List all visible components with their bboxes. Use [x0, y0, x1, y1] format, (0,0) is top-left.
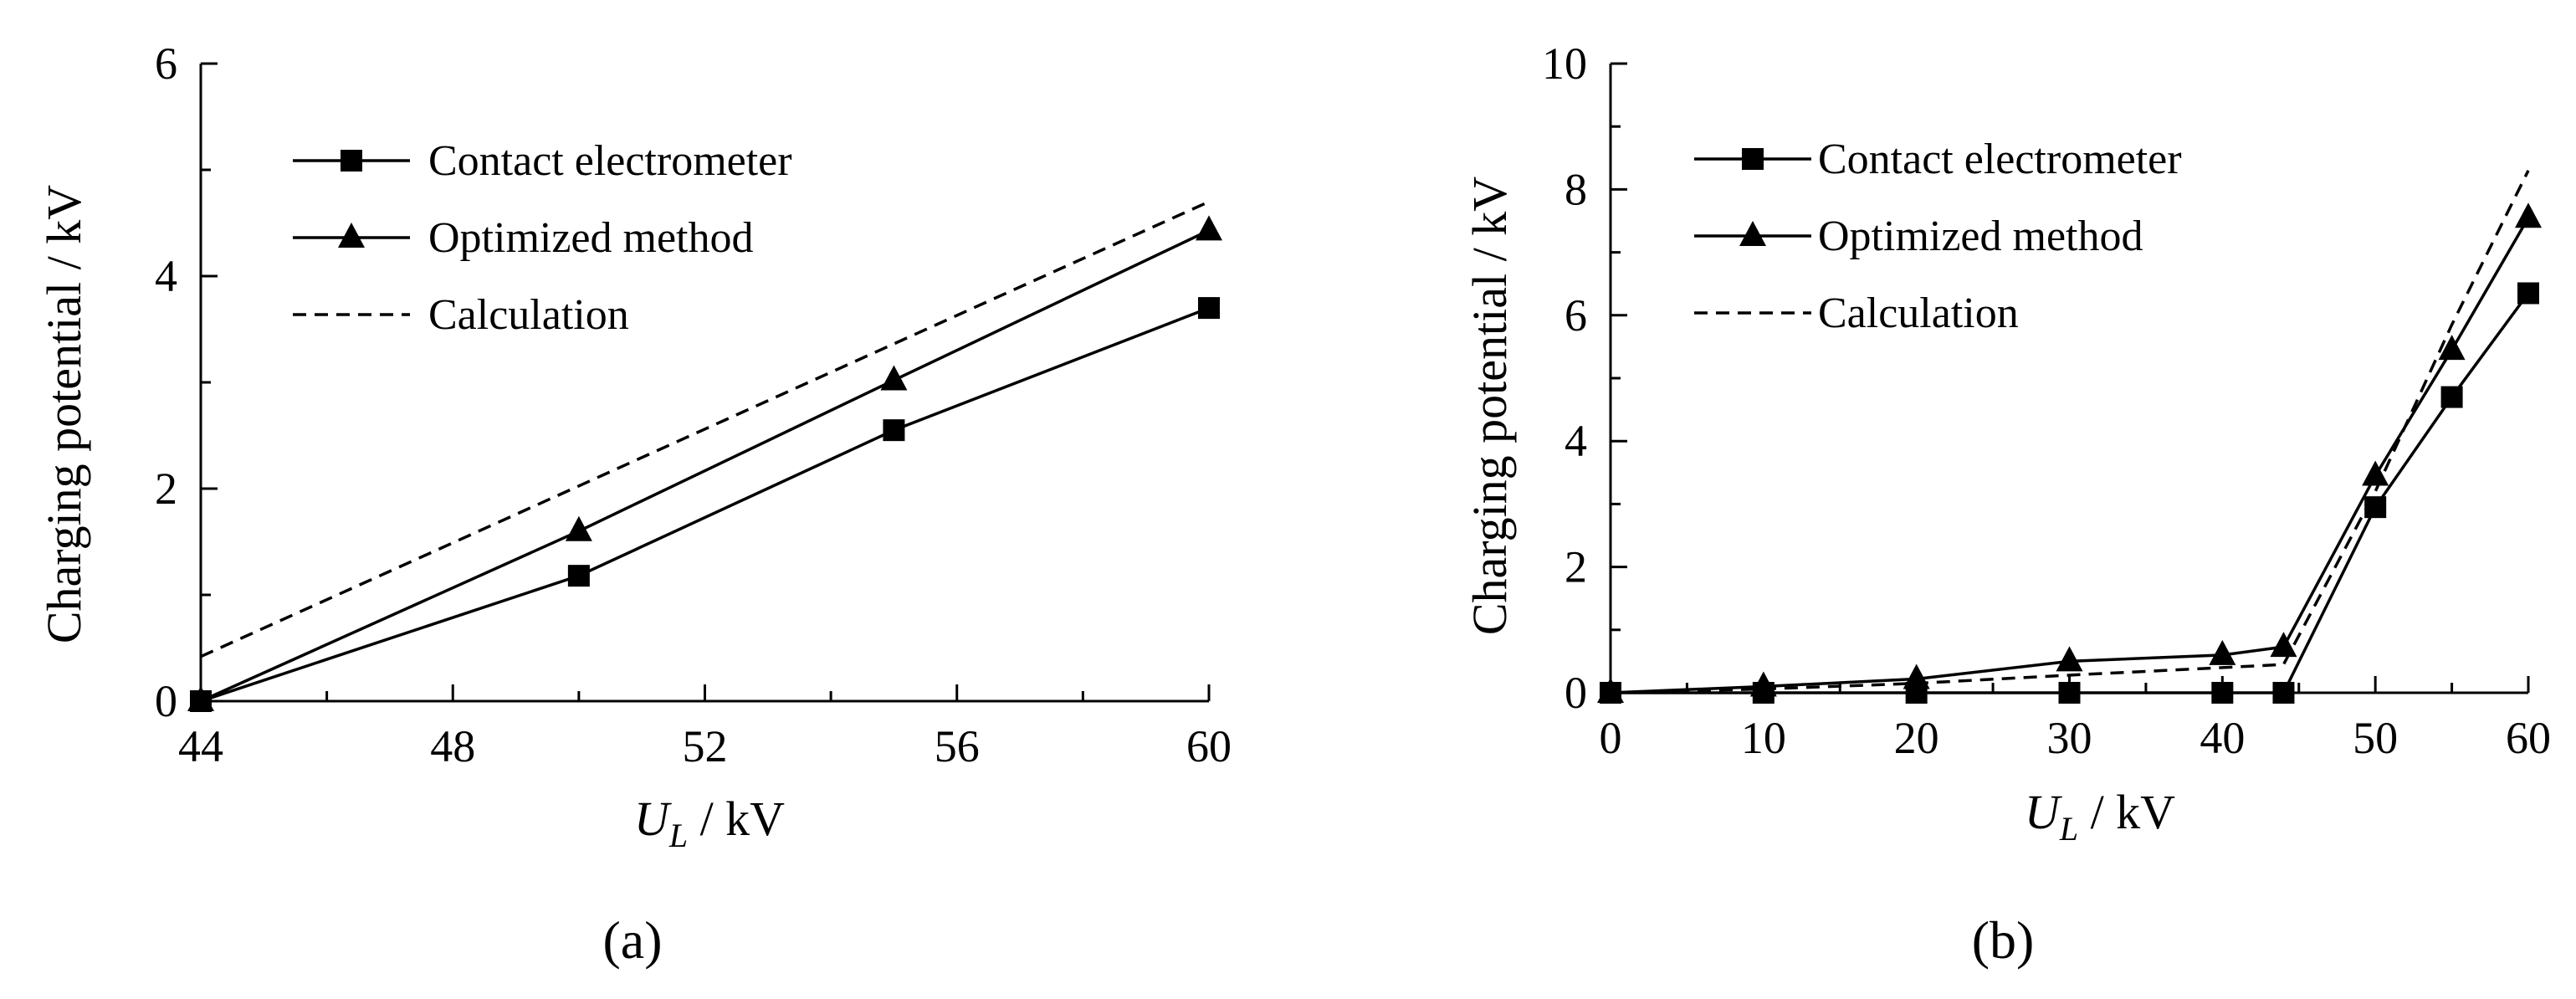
panel-label-a: (a): [602, 910, 662, 970]
y-axis-label-a: Charging potential / kV: [37, 185, 91, 643]
data-point-optimized-method-b-3: [2056, 646, 2083, 672]
chart-panel-a: 44 48 52 56 60 0 2 4 6 Contact electrometer Optim…: [37, 38, 1232, 970]
x-axis-label-unit-a: / kV: [688, 792, 785, 846]
y-tick-label-b-4: 4: [1565, 416, 1587, 466]
y-tick-label-b-10: 10: [1542, 38, 1587, 89]
data-point-contact-electrometer-a-3: [1198, 297, 1220, 320]
x-tick-label-a-44: 44: [178, 721, 223, 771]
x-tick-label-b-10: 10: [1741, 713, 1786, 763]
legend-label-contact-electrometer-b: Contact electrometer: [1818, 136, 2182, 183]
y-tick-label-a-6: 6: [155, 38, 177, 89]
x-tick-label-a-56: 56: [935, 721, 980, 771]
ticks-a: 44 48 52 56 60 0 2 4 6: [155, 38, 1232, 771]
legend-label-optimized-method-b: Optimized method: [1818, 213, 2143, 260]
panel-label-b: (b): [1972, 910, 2035, 970]
data-point-contact-electrometer-b-4: [2211, 682, 2234, 704]
legend-label-calculation-a: Calculation: [428, 291, 629, 339]
x-axis-label-main-b: U: [2025, 785, 2063, 839]
series-line-contact-electrometer-a: [200, 306, 1210, 703]
data-point-optimized-method-b-7: [2438, 335, 2466, 361]
ticks-b: 0 10 20 30 40 50 60 0 2 4 6 8 10: [1542, 38, 2551, 763]
x-axis-label-a: UL / kV: [634, 792, 785, 854]
chart-panel-b: 0 10 20 30 40 50 60 0 2 4 6 8 10 Contact electromete…: [1462, 38, 2551, 970]
x-tick-label-b-60: 60: [2506, 713, 2551, 763]
y-tick-label-b-8: 8: [1565, 164, 1587, 214]
data-point-optimized-method-b-6: [2362, 460, 2389, 486]
series-line-calculation-a: [200, 200, 1210, 658]
legend-marker-optimized-method-a: [338, 223, 365, 248]
series-group-b: [1597, 170, 2542, 704]
data-point-optimized-method-b-5: [2270, 632, 2297, 658]
legend-label-calculation-b: Calculation: [1818, 289, 2019, 337]
data-point-optimized-method-a-2: [880, 365, 908, 391]
legend-a: Contact electrometer Optimized method Calc…: [293, 137, 792, 339]
series-line-contact-electrometer-b: [1611, 292, 2530, 694]
data-point-contact-electrometer-b-5: [2272, 682, 2295, 704]
x-axis-label-b: UL / kV: [2025, 785, 2175, 848]
data-point-optimized-method-b-1: [1749, 671, 1777, 697]
series-group-a: [187, 200, 1222, 712]
x-tick-label-b-30: 30: [2047, 713, 2092, 763]
y-tick-label-a-0: 0: [155, 676, 177, 726]
y-tick-label-a-2: 2: [155, 464, 177, 514]
legend-label-contact-electrometer-a: Contact electrometer: [428, 137, 792, 185]
x-tick-label-b-50: 50: [2353, 713, 2398, 763]
x-tick-label-b-40: 40: [2200, 713, 2245, 763]
series-line-optimized-method-a: [200, 228, 1210, 703]
data-point-contact-electrometer-a-1: [567, 565, 590, 587]
data-point-optimized-method-a-1: [565, 515, 592, 541]
x-tick-label-b-0: 0: [1600, 713, 1622, 763]
y-tick-label-b-0: 0: [1565, 668, 1587, 718]
x-axis-label-sub-b: L: [2059, 810, 2078, 848]
y-tick-label-b-6: 6: [1565, 290, 1587, 341]
data-point-contact-electrometer-b-3: [2058, 682, 2081, 704]
legend-marker-contact-electrometer-b: [1742, 148, 1764, 170]
x-axis-label-sub-a: L: [668, 817, 688, 854]
legend-marker-contact-electrometer-a: [341, 150, 362, 172]
y-tick-label-b-2: 2: [1565, 542, 1587, 592]
data-point-optimized-method-b-8: [2515, 202, 2542, 228]
y-tick-label-a-4: 4: [155, 251, 177, 301]
data-point-optimized-method-a-0: [187, 686, 214, 711]
x-tick-label-a-60: 60: [1186, 721, 1232, 771]
data-point-optimized-method-b-4: [2209, 639, 2236, 665]
data-point-optimized-method-a-3: [1196, 215, 1222, 241]
data-point-contact-electrometer-b-8: [2517, 282, 2539, 305]
legend-label-optimized-method-a: Optimized method: [428, 214, 753, 262]
x-axis-label-unit-b: / kV: [2078, 785, 2175, 839]
series-line-optimized-method-b: [1610, 217, 2530, 694]
data-point-optimized-method-b-0: [1597, 678, 1624, 703]
y-axis-label-b: Charging potential / kV: [1462, 177, 1517, 635]
x-tick-label-a-52: 52: [683, 721, 728, 771]
series-line-calculation-b: [1610, 170, 2530, 694]
data-point-contact-electrometer-a-2: [883, 419, 905, 442]
x-tick-label-b-20: 20: [1894, 713, 1939, 763]
legend-marker-optimized-method-b: [1739, 221, 1766, 246]
data-point-contact-electrometer-b-7: [2440, 386, 2463, 408]
legend-b: Contact electrometer Optimized method Calc…: [1694, 136, 2182, 337]
x-axis-label-main-a: U: [634, 792, 673, 846]
x-tick-label-a-48: 48: [430, 721, 475, 771]
